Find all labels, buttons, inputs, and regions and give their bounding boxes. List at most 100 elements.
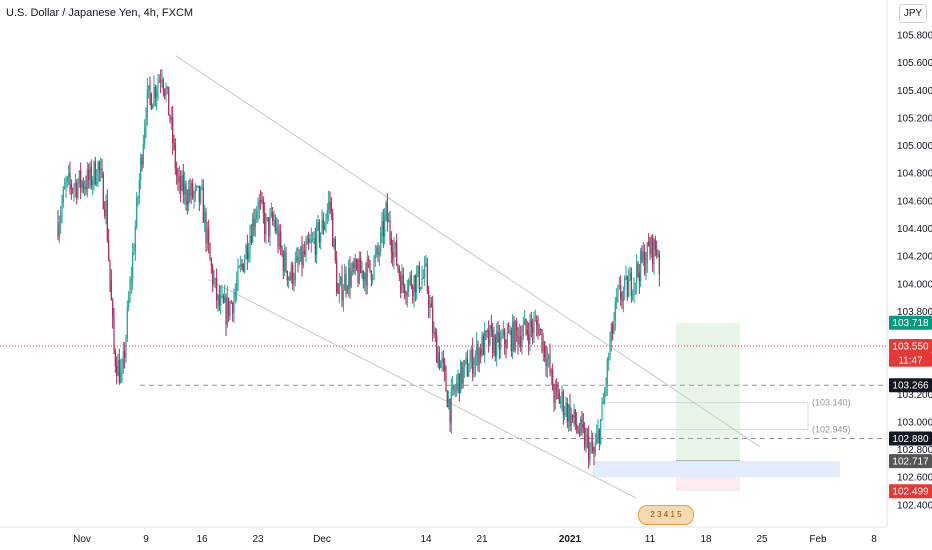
price-tag: [889, 378, 932, 393]
candle-body: [625, 276, 627, 278]
price-tag: [889, 315, 932, 330]
candle-body: [650, 236, 652, 255]
candle-body: [517, 330, 519, 345]
candle-body: [380, 231, 382, 253]
candle-body: [509, 330, 511, 333]
blue-zone: [593, 461, 840, 478]
currency-button[interactable]: JPY: [899, 4, 927, 23]
candle-body: [581, 418, 583, 425]
candle-body: [314, 238, 316, 255]
candle-body: [342, 290, 344, 302]
candle-body: [276, 226, 278, 231]
candle-body: [508, 332, 510, 334]
candle-body: [606, 359, 608, 385]
candle-body: [549, 355, 551, 374]
candle-body: [609, 341, 611, 359]
candle-body: [462, 367, 464, 384]
candle-body: [265, 218, 267, 235]
candle-body: [305, 244, 307, 255]
candle-body: [425, 263, 427, 265]
candle-body: [344, 273, 346, 291]
candle-body: [345, 273, 347, 289]
candle-body: [506, 332, 508, 348]
candle-body: [584, 427, 586, 448]
candle-body: [141, 157, 143, 165]
candle-body: [352, 263, 354, 272]
candle-body: [280, 231, 282, 248]
candle-body: [497, 331, 499, 334]
candle-body: [154, 87, 156, 98]
candle-body: [268, 217, 270, 236]
candle-body: [137, 197, 139, 199]
price-tag-label: 103.718: [892, 318, 929, 329]
candle-body: [442, 358, 444, 363]
candle-body: [617, 286, 619, 297]
candle-body: [228, 297, 230, 316]
candle-body: [320, 232, 322, 243]
candle-body: [638, 273, 640, 282]
candle-body: [608, 358, 610, 360]
candle-body: [178, 176, 180, 182]
candle-body: [404, 285, 406, 295]
candle-body: [92, 180, 94, 186]
candle-body: [574, 409, 576, 425]
candle-body: [58, 224, 60, 237]
candle-body: [361, 270, 363, 274]
candle-body: [290, 264, 292, 280]
candle-body: [205, 212, 207, 244]
candle-body: [522, 325, 524, 337]
candle-body: [566, 402, 568, 422]
candle-body: [181, 174, 183, 191]
candle-body: [450, 389, 452, 424]
candle-body: [384, 215, 386, 237]
candle-body: [273, 220, 275, 222]
candle-body: [533, 320, 535, 333]
candle-body: [373, 258, 375, 277]
y-tick-label: 104.600: [897, 196, 932, 207]
candle-body: [150, 94, 152, 109]
candle-body: [564, 412, 566, 415]
candle-body: [221, 295, 223, 297]
candle-body: [317, 222, 319, 224]
candle-body: [657, 253, 659, 256]
candle-body: [648, 242, 650, 247]
candle-body: [152, 104, 154, 109]
candle-body: [490, 325, 492, 330]
candle-body: [318, 222, 320, 243]
earnings-badge[interactable]: 2 3 4 1 5: [638, 505, 694, 525]
candle-body: [297, 256, 299, 262]
candle-body: [550, 369, 552, 374]
candle-body: [185, 183, 187, 201]
candle-body: [88, 169, 90, 181]
candle-body: [590, 442, 592, 447]
candle-body: [476, 343, 478, 356]
y-tick-label: 104.000: [897, 279, 932, 290]
candle-body: [458, 373, 460, 394]
x-tick-label: 8: [871, 534, 877, 545]
y-tick-label: 105.800: [897, 31, 932, 42]
candle-body: [148, 85, 150, 90]
candle-body: [237, 267, 239, 284]
candle-body: [494, 335, 496, 357]
candle-body: [552, 369, 554, 391]
candle-body: [66, 177, 68, 182]
candle-body: [580, 418, 582, 434]
candle-body: [322, 219, 324, 230]
candle-body: [382, 221, 384, 237]
symbol-title[interactable]: U.S. Dollar / Japanese Yen, 4h, FXCM: [6, 7, 194, 19]
candle-body: [112, 300, 114, 317]
candle-body: [521, 336, 523, 347]
candle-body: [296, 256, 298, 262]
x-tick-label: 2021: [559, 534, 582, 545]
candle-body: [242, 263, 244, 272]
candle-body: [288, 277, 290, 281]
candle-body: [656, 250, 658, 256]
candle-body: [634, 282, 636, 284]
price-tag: [889, 338, 932, 353]
candle-body: [456, 382, 458, 391]
candle-body: [593, 451, 595, 454]
candle-body: [277, 226, 279, 247]
candle-body: [626, 276, 628, 297]
price-tag: [889, 352, 932, 367]
